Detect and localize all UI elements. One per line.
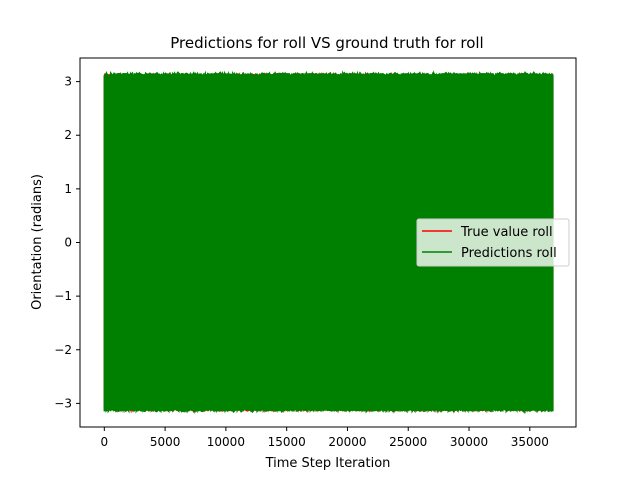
x-tick-label: 35000 (511, 435, 549, 449)
legend: True value roll Predictions roll (416, 218, 570, 267)
y-tick-label: −3 (54, 396, 72, 410)
x-axis-ticks: 0 5000 10000 15000 20000 25000 30000 35000 (100, 427, 549, 449)
y-axis-label: Orientation (radians) (30, 174, 45, 310)
x-tick-label: 10000 (207, 435, 245, 449)
y-tick-label: 0 (64, 236, 72, 250)
y-tick-label: −2 (54, 343, 72, 357)
series-predictions-roll (103, 70, 554, 415)
x-tick-label: 20000 (328, 435, 366, 449)
x-tick-label: 0 (100, 435, 108, 449)
x-tick-label: 5000 (150, 435, 181, 449)
x-tick-label: 15000 (268, 435, 306, 449)
x-tick-label: 30000 (450, 435, 488, 449)
y-axis-ticks: −3 −2 −1 0 1 2 3 (54, 75, 80, 410)
series-line-predictions-roll (103, 70, 554, 415)
y-tick-label: −1 (54, 289, 72, 303)
chart-title: Predictions for roll VS ground truth for… (170, 34, 483, 52)
legend-box (416, 218, 570, 267)
x-tick-label: 25000 (389, 435, 427, 449)
plot-area (103, 70, 554, 415)
legend-label-true-value-roll: True value roll (460, 225, 553, 240)
x-axis-label: Time Step Iteration (265, 456, 391, 471)
legend-label-predictions-roll: Predictions roll (461, 246, 557, 261)
y-tick-label: 2 (64, 128, 72, 142)
y-tick-label: 1 (64, 182, 72, 196)
y-tick-label: 3 (64, 75, 72, 89)
